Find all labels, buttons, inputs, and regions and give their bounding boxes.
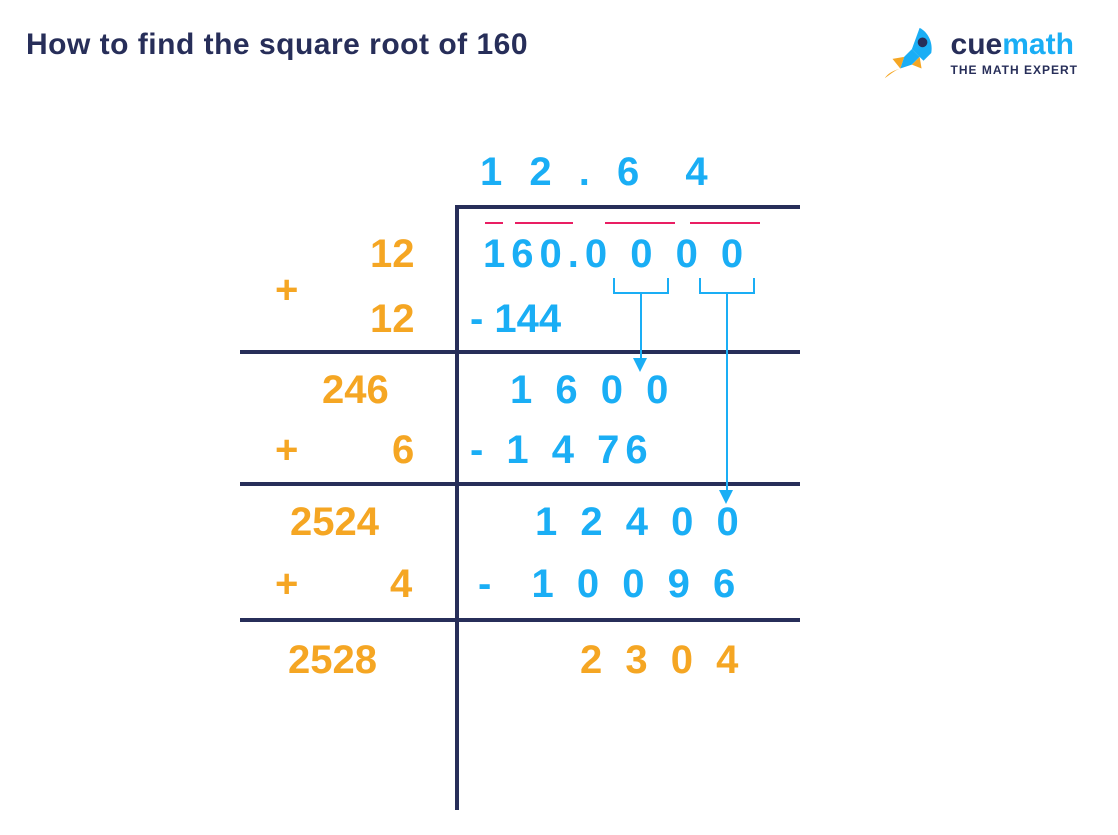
br2-right (753, 278, 755, 292)
br2-left (699, 278, 701, 292)
quotient: 1 2 . 6 4 (480, 150, 716, 195)
brand-cue: cue (951, 28, 1003, 61)
arrow2-line (726, 292, 728, 492)
rocket-icon (877, 22, 939, 84)
div-plus-2: + (275, 428, 298, 473)
div-left-3a: 2524 (290, 500, 379, 545)
dividend: 160.0 0 0 0 (483, 232, 749, 277)
sub-1: - 144 (470, 297, 561, 342)
bring-3: 1 2 4 0 0 (535, 500, 745, 545)
rule-3 (240, 618, 800, 622)
bring-2: 1 6 0 0 (510, 368, 674, 413)
brand-tagline: THE MATH EXPERT (951, 64, 1078, 76)
pair-bar-4 (690, 222, 760, 224)
sub-2: - 1 4 76 (470, 428, 654, 473)
rule-1 (240, 350, 800, 354)
pair-bar-2 (515, 222, 573, 224)
division-vertical-bar (455, 205, 459, 810)
brand-logo: cuemath THE MATH EXPERT (877, 22, 1078, 84)
sub-3: - 1 0 0 9 6 (478, 562, 741, 607)
div-plus-3: + (275, 562, 298, 607)
br1-right (667, 278, 669, 292)
div-left-4: 2528 (288, 638, 377, 683)
div-left-1b: 12 (370, 297, 415, 342)
division-top-bar (455, 205, 800, 209)
br1-left (613, 278, 615, 292)
rule-2 (240, 482, 800, 486)
brand-name: cuemath (951, 30, 1078, 60)
arrow2-head (719, 490, 733, 504)
arrow1-head (633, 358, 647, 372)
div-plus-1: + (275, 268, 298, 313)
brand-math: math (1002, 28, 1074, 61)
div-left-2b: 6 (392, 428, 414, 473)
div-left-3b: 4 (390, 562, 412, 607)
remainder: 2 3 0 4 (580, 638, 744, 683)
long-division-work: 1 2 . 6 4 160.0 0 0 0 12 + 12 - 144 246 … (210, 150, 910, 810)
div-left-2a: 246 (322, 368, 389, 413)
div-left-1a: 12 (370, 232, 415, 277)
page-title: How to find the square root of 160 (26, 28, 528, 62)
arrow1-line (640, 292, 642, 360)
pair-bar-3 (605, 222, 675, 224)
pair-bar-1 (485, 222, 503, 224)
